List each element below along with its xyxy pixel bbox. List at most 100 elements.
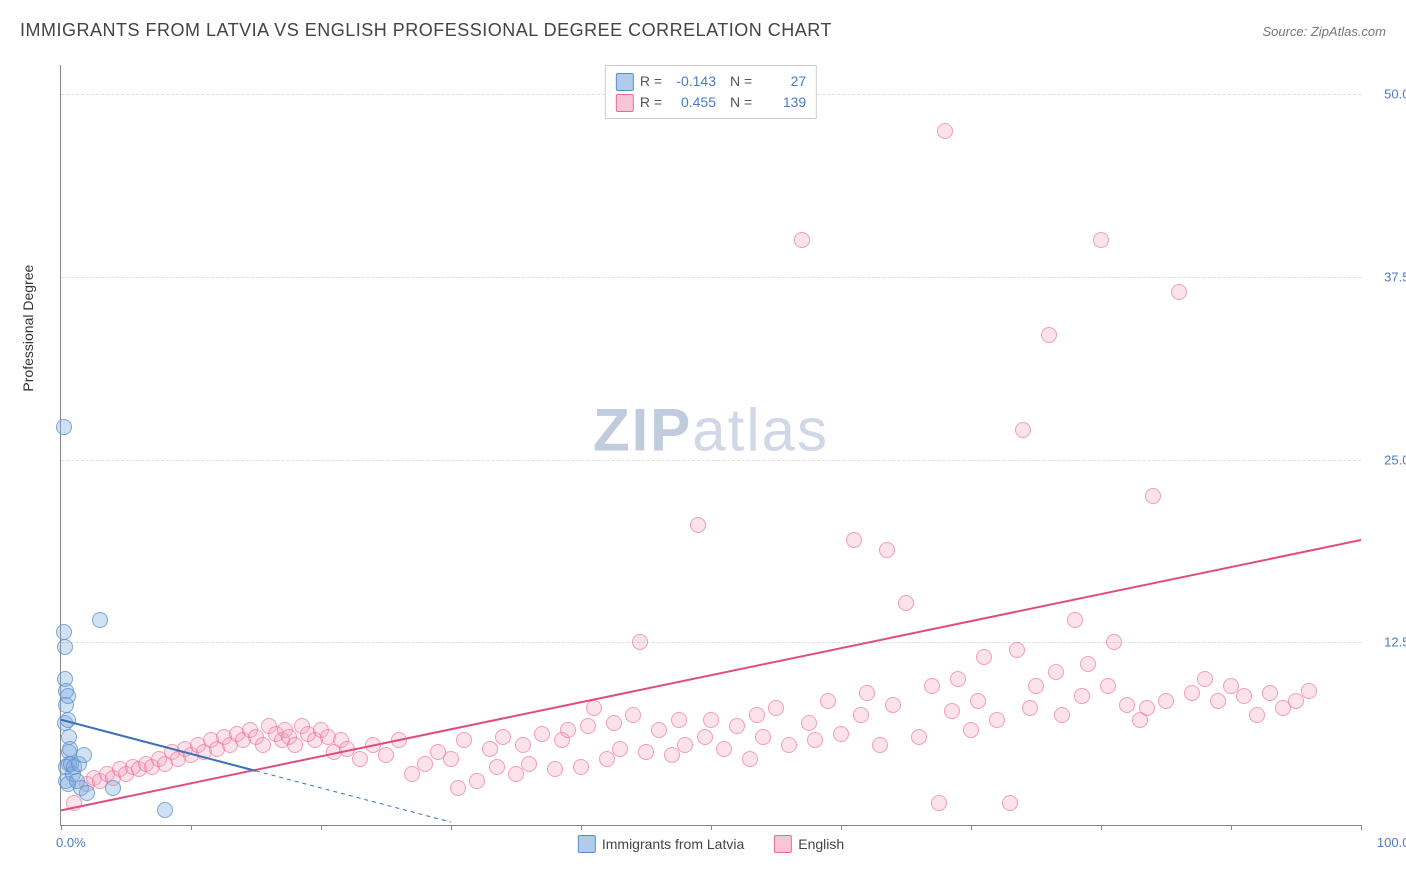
data-point (1048, 664, 1064, 680)
data-point (885, 697, 901, 713)
x-tick (841, 825, 842, 830)
data-point (1074, 688, 1090, 704)
data-point (989, 712, 1005, 728)
data-point (768, 700, 784, 716)
data-point (1067, 612, 1083, 628)
data-point (944, 703, 960, 719)
data-point (1236, 688, 1252, 704)
chart-container: Professional Degree ZIPatlas R = -0.143 … (50, 55, 1386, 855)
watermark: ZIPatlas (593, 395, 829, 464)
data-point (56, 419, 72, 435)
data-point (638, 744, 654, 760)
data-point (729, 718, 745, 734)
data-point (1184, 685, 1200, 701)
data-point (534, 726, 550, 742)
data-point (573, 759, 589, 775)
x-tick (451, 825, 452, 830)
data-point (625, 707, 641, 723)
y-axis-label: Professional Degree (20, 265, 36, 392)
x-tick (1101, 825, 1102, 830)
data-point (1171, 284, 1187, 300)
data-point (931, 795, 947, 811)
data-point (417, 756, 433, 772)
data-point (521, 756, 537, 772)
data-point (671, 712, 687, 728)
data-point (898, 595, 914, 611)
square-icon (774, 835, 792, 853)
data-point (697, 729, 713, 745)
data-point (853, 707, 869, 723)
data-point (450, 780, 466, 796)
data-point (872, 737, 888, 753)
data-point (1262, 685, 1278, 701)
data-point (749, 707, 765, 723)
data-point (820, 693, 836, 709)
data-point (79, 785, 95, 801)
data-point (846, 532, 862, 548)
data-point (1158, 693, 1174, 709)
stats-row-series2: R = 0.455 N = 139 (616, 92, 806, 113)
data-point (755, 729, 771, 745)
data-point (801, 715, 817, 731)
data-point (976, 649, 992, 665)
x-tick (191, 825, 192, 830)
data-point (1022, 700, 1038, 716)
data-point (1028, 678, 1044, 694)
data-point (1002, 795, 1018, 811)
data-point (1249, 707, 1265, 723)
data-point (76, 747, 92, 763)
data-point (742, 751, 758, 767)
data-point (833, 726, 849, 742)
data-point (924, 678, 940, 694)
data-point (586, 700, 602, 716)
square-icon (616, 73, 634, 91)
x-tick (711, 825, 712, 830)
data-point (1080, 656, 1096, 672)
gridline (61, 460, 1361, 461)
data-point (1041, 327, 1057, 343)
data-point (1106, 634, 1122, 650)
data-point (560, 722, 576, 738)
data-point (1100, 678, 1116, 694)
data-point (606, 715, 622, 731)
data-point (469, 773, 485, 789)
data-point (1145, 488, 1161, 504)
square-icon (578, 835, 596, 853)
data-point (859, 685, 875, 701)
legend-item-series1: Immigrants from Latvia (578, 835, 744, 853)
data-point (378, 747, 394, 763)
data-point (92, 612, 108, 628)
x-tick (971, 825, 972, 830)
data-point (489, 759, 505, 775)
data-point (651, 722, 667, 738)
plot-area: ZIPatlas R = -0.143 N = 27 R = 0.455 N =… (60, 65, 1361, 826)
y-tick-label: 25.0% (1366, 452, 1406, 467)
data-point (703, 712, 719, 728)
data-point (716, 741, 732, 757)
data-point (456, 732, 472, 748)
source-attribution: Source: ZipAtlas.com (1262, 24, 1386, 39)
data-point (515, 737, 531, 753)
data-point (937, 123, 953, 139)
data-point (60, 712, 76, 728)
page-title: IMMIGRANTS FROM LATVIA VS ENGLISH PROFES… (20, 20, 832, 41)
bottom-legend: Immigrants from Latvia English (578, 835, 844, 853)
data-point (911, 729, 927, 745)
source-link[interactable]: ZipAtlas.com (1311, 24, 1386, 39)
y-tick-label: 12.5% (1366, 635, 1406, 650)
data-point (794, 232, 810, 248)
legend-item-series2: English (774, 835, 844, 853)
data-point (443, 751, 459, 767)
gridline (61, 277, 1361, 278)
data-point (105, 780, 121, 796)
data-point (60, 688, 76, 704)
data-point (1009, 642, 1025, 658)
data-point (1197, 671, 1213, 687)
x-tick (1231, 825, 1232, 830)
data-point (391, 732, 407, 748)
data-point (1015, 422, 1031, 438)
data-point (1210, 693, 1226, 709)
data-point (157, 802, 173, 818)
data-point (547, 761, 563, 777)
data-point (963, 722, 979, 738)
